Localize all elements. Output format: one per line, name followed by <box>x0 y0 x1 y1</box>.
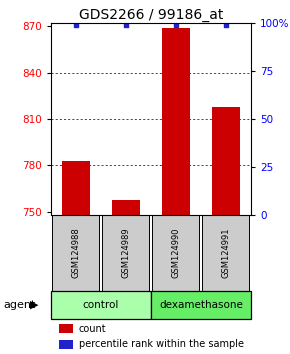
Bar <box>62 161 90 215</box>
Text: dexamethasone: dexamethasone <box>159 300 243 310</box>
Bar <box>152 215 199 291</box>
Bar <box>212 107 240 215</box>
Text: GSM124990: GSM124990 <box>171 228 180 278</box>
Bar <box>102 215 149 291</box>
Point <box>224 22 228 28</box>
Bar <box>59 340 73 349</box>
Text: agent: agent <box>3 300 35 310</box>
Point <box>173 22 178 28</box>
Text: percentile rank within the sample: percentile rank within the sample <box>79 339 244 349</box>
Bar <box>162 28 190 215</box>
Bar <box>151 291 251 319</box>
Text: control: control <box>83 300 119 310</box>
Bar <box>51 291 151 319</box>
Text: GSM124991: GSM124991 <box>221 228 230 278</box>
Text: ▶: ▶ <box>30 300 39 310</box>
Title: GDS2266 / 99186_at: GDS2266 / 99186_at <box>79 8 223 22</box>
Point <box>73 22 78 28</box>
Bar <box>59 324 73 333</box>
Text: GSM124988: GSM124988 <box>71 227 80 278</box>
Bar <box>202 215 249 291</box>
Text: GSM124989: GSM124989 <box>121 228 130 278</box>
Bar <box>52 215 99 291</box>
Text: count: count <box>79 324 106 333</box>
Bar <box>112 200 139 215</box>
Point <box>124 22 128 28</box>
